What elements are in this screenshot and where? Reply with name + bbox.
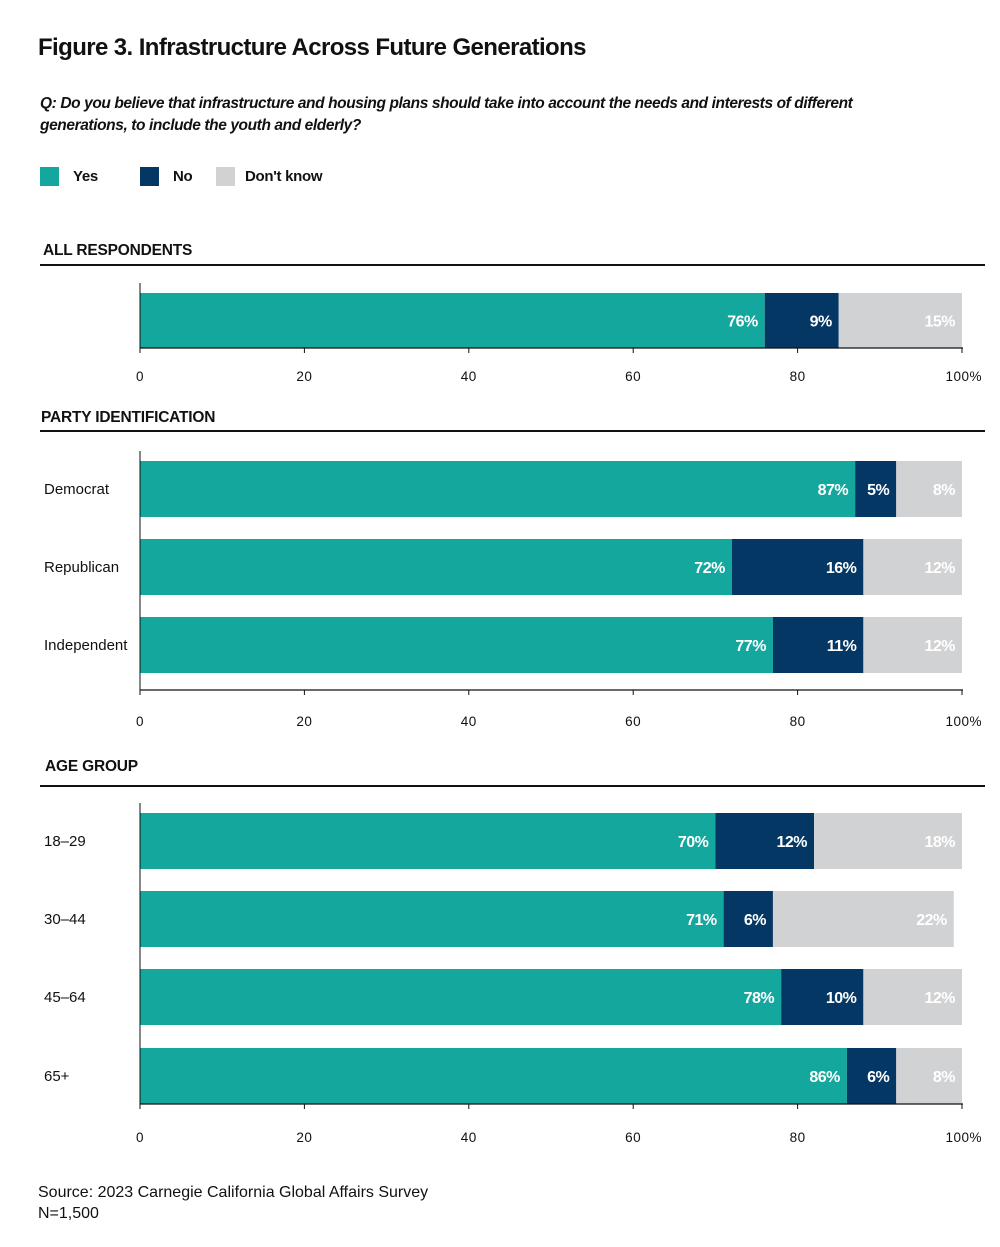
data-label-dont-know: 12% (924, 638, 955, 655)
x-tick-label: 100% (945, 714, 982, 729)
category-label: 65+ (44, 1068, 70, 1085)
legend-label-dont-know: Don't know (245, 168, 323, 185)
legend-swatch-dont-know (216, 167, 235, 186)
chart-title: Figure 3. Infrastructure Across Future G… (38, 34, 587, 61)
legend-swatch-yes (40, 167, 59, 186)
data-label-dont-know: 8% (933, 1069, 955, 1086)
category-label: 30–44 (44, 911, 86, 928)
x-tick-label: 40 (461, 714, 477, 729)
bar-segment-dont-know (863, 539, 962, 595)
x-tick-label: 80 (790, 1130, 806, 1145)
x-tick-label: 0 (136, 714, 144, 729)
x-tick-label: 80 (790, 714, 806, 729)
legend-label-no: No (173, 168, 193, 185)
bar-segment-dont-know (896, 461, 962, 517)
legend-item-yes: Yes (40, 167, 98, 186)
bar-segment-dont-know (863, 969, 962, 1025)
panel-title: PARTY IDENTIFICATION (41, 409, 215, 426)
sample-size: N=1,500 (38, 1205, 99, 1222)
bar-segment-no (731, 539, 864, 595)
survey-question: Q: Do you believe that infrastructure an… (40, 95, 853, 134)
bar-segment-dont-know (814, 813, 962, 869)
data-label-no: 5% (867, 482, 889, 499)
category-label: Republican (44, 559, 119, 576)
legend-label-yes: Yes (73, 168, 98, 185)
data-label-dont-know: 12% (924, 990, 955, 1007)
data-label-no: 16% (826, 560, 857, 577)
bar-segment-no (781, 969, 864, 1025)
data-label-dont-know: 22% (916, 912, 947, 929)
data-label-yes: 86% (809, 1069, 840, 1086)
x-tick-label: 20 (296, 369, 312, 384)
data-label-dont-know: 8% (933, 482, 955, 499)
x-tick-label: 40 (461, 1130, 477, 1145)
data-label-yes: 71% (686, 912, 717, 929)
data-label-dont-know: 15% (924, 314, 955, 331)
legend-item-dont-know: Don't know (216, 167, 323, 186)
bar-segment-no (846, 1048, 897, 1104)
data-label-no: 6% (867, 1069, 889, 1086)
bar-segment-dont-know (838, 293, 962, 348)
data-label-dont-know: 12% (924, 560, 955, 577)
legend-item-no: No (140, 167, 193, 186)
bar-segment-yes (140, 617, 773, 673)
x-tick-label: 100% (945, 1130, 982, 1145)
data-label-yes: 77% (735, 638, 766, 655)
category-label: Independent (44, 637, 128, 654)
bar-segment-yes (140, 969, 782, 1025)
panel-title: ALL RESPONDENTS (43, 242, 192, 259)
bar-segment-no (723, 891, 773, 947)
data-label-yes: 72% (694, 560, 725, 577)
bar-segment-no (855, 461, 897, 517)
bar-segment-yes (140, 1048, 847, 1104)
data-label-no: 11% (827, 638, 857, 655)
bar-segment-yes (140, 461, 856, 517)
x-tick-label: 80 (790, 369, 806, 384)
x-tick-label: 0 (136, 369, 144, 384)
x-tick-label: 40 (461, 369, 477, 384)
category-label: Democrat (44, 481, 110, 498)
bar-segment-dont-know (772, 891, 954, 947)
bar-segment-no (764, 293, 839, 348)
data-label-yes: 70% (678, 834, 709, 851)
data-label-yes: 78% (744, 990, 775, 1007)
x-tick-label: 20 (296, 1130, 312, 1145)
data-label-yes: 87% (818, 482, 849, 499)
bar-segment-yes (140, 539, 732, 595)
data-label-no: 6% (744, 912, 766, 929)
bar-segment-dont-know (863, 617, 962, 673)
x-tick-label: 60 (625, 714, 641, 729)
source-note: Source: 2023 Carnegie California Global … (38, 1182, 428, 1224)
x-tick-label: 100% (945, 369, 982, 384)
x-tick-label: 0 (136, 1130, 144, 1145)
bar-segment-no (715, 813, 815, 869)
data-label-dont-know: 18% (924, 834, 955, 851)
legend-swatch-no (140, 167, 159, 186)
x-tick-label: 60 (625, 369, 641, 384)
data-label-yes: 76% (727, 314, 758, 331)
x-tick-label: 60 (625, 1130, 641, 1145)
data-label-no: 9% (810, 314, 832, 331)
bar-segment-yes (140, 891, 724, 947)
bar-segment-dont-know (896, 1048, 962, 1104)
category-label: 45–64 (44, 989, 86, 1006)
bar-segment-yes (140, 813, 716, 869)
bar-segment-no (772, 617, 864, 673)
bar-segment-yes (140, 293, 765, 348)
data-label-no: 10% (826, 990, 857, 1007)
panel-title: AGE GROUP (45, 758, 138, 775)
data-label-no: 12% (777, 834, 808, 851)
x-tick-label: 20 (296, 714, 312, 729)
source-text: Source: 2023 Carnegie California Global … (38, 1184, 429, 1201)
category-label: 18–29 (44, 833, 86, 850)
